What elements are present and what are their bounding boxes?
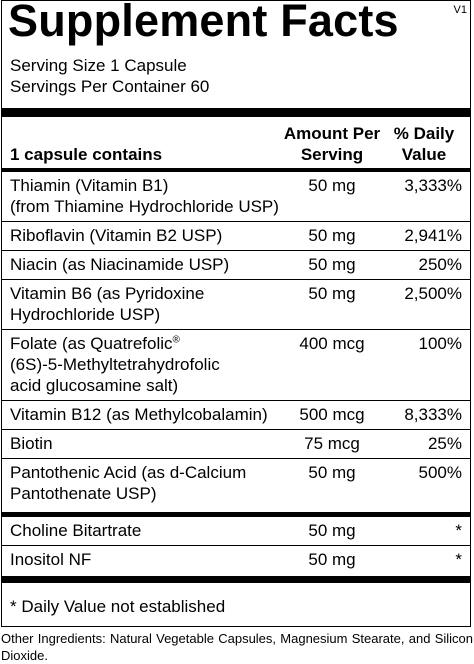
amount: 50 mg: [308, 284, 356, 303]
daily-value: 500%: [418, 463, 462, 482]
amount: 50 mg: [308, 176, 356, 195]
label-header: 1 capsule contains: [10, 145, 163, 164]
name-line: Thiamin (Vitamin B1): [10, 176, 169, 195]
name-line: Riboflavin (Vitamin B2 USP): [10, 226, 223, 245]
daily-value: 250%: [418, 255, 462, 274]
amount: 50 mg: [308, 550, 356, 569]
header-line: Value: [401, 145, 447, 164]
nutrient-row: Thiamin (Vitamin B1) (from Thiamine Hydro…: [2, 172, 470, 222]
nutrient-row: Vitamin B12 (as Methylcobalamin) 500 mcg 8…: [2, 401, 470, 430]
name-line: acid glucosamine salt): [10, 376, 179, 395]
nutrient-row: Biotin 75 mcg 25%: [2, 430, 470, 459]
name-line: Choline Bitartrate: [10, 521, 142, 540]
superscript: ®: [172, 334, 180, 346]
supplement-facts-panel: Supplement Facts V1 Serving Size 1 Capsu…: [1, 0, 471, 627]
nutrient-row: Niacin (as Niacinamide USP) 50 mg 250%: [2, 251, 470, 280]
nutrient-row: Folate (as Quatrefolic® (6S)-5-Methyltetr…: [2, 330, 470, 401]
amount: 75 mcg: [304, 434, 360, 453]
nutrient-name: Niacin (as Niacinamide USP): [10, 254, 470, 275]
name-line: Biotin: [10, 434, 53, 453]
title: Supplement Facts: [8, 0, 399, 46]
amount: 50 mg: [308, 463, 356, 482]
name-line: Niacin (as Niacinamide USP): [10, 255, 230, 274]
header-line: Amount Per: [283, 124, 381, 143]
thick-rule: [2, 512, 470, 517]
nutrient-name: Vitamin B6 (as Pyridoxine Hydrochloride U…: [10, 283, 470, 325]
name-line: Folate (as Quatrefolic®: [10, 334, 180, 353]
name-line: Inositol NF: [10, 550, 92, 569]
name-line: Vitamin B12 (as Methylcobalamin): [10, 405, 268, 424]
daily-value: 3,333%: [404, 176, 462, 195]
name-line: Vitamin B6 (as Pyridoxine: [10, 284, 205, 303]
daily-value: *: [455, 521, 462, 540]
daily-value: 100%: [418, 334, 462, 353]
amount: 400 mcg: [299, 334, 365, 353]
amount-header: Amount Per Serving: [272, 123, 392, 165]
medium-rule: [2, 168, 470, 172]
nutrient-name: Thiamin (Vitamin B1) (from Thiamine Hydro…: [10, 175, 470, 217]
footnote: * Daily Value not established: [10, 597, 226, 616]
name-line: (from Thiamine Hydrochloride USP): [10, 197, 279, 216]
nutrient-name: Vitamin B12 (as Methylcobalamin): [10, 404, 470, 425]
serving-size: Serving Size 1 Capsule: [10, 56, 187, 75]
nutrient-name: Pantothenic Acid (as d-Calcium Pantothena…: [10, 462, 470, 504]
other-ingredients: Other Ingredients: Natural Vegetable Cap…: [1, 631, 473, 663]
nutrient-name: Riboflavin (Vitamin B2 USP): [10, 225, 470, 246]
nutrient-rows: Thiamin (Vitamin B1) (from Thiamine Hydro…: [2, 172, 470, 583]
daily-value: 25%: [427, 434, 462, 453]
nutrient-name: Choline Bitartrate: [10, 520, 470, 541]
nutrient-name: Biotin: [10, 433, 470, 454]
nutrient-row: Choline Bitartrate 50 mg *: [2, 517, 470, 546]
header-line: Serving: [300, 145, 364, 164]
header-line: % Daily: [393, 124, 455, 143]
servings-per-container: Servings Per Container 60: [10, 77, 210, 96]
name-line: Pantothenate USP): [10, 484, 157, 503]
nutrient-name: Folate (as Quatrefolic® (6S)-5-Methyltetr…: [10, 333, 470, 396]
nutrient-row: Riboflavin (Vitamin B2 USP) 50 mg 2,941%: [2, 222, 470, 251]
nutrient-row: Vitamin B6 (as Pyridoxine Hydrochloride U…: [2, 280, 470, 330]
nutrient-row: Inositol NF 50 mg *: [2, 546, 470, 574]
amount: 50 mg: [308, 226, 356, 245]
daily-value: *: [455, 550, 462, 569]
amount: 50 mg: [308, 521, 356, 540]
daily-value: 8,333%: [404, 405, 462, 424]
daily-value: 2,500%: [404, 284, 462, 303]
daily-value-header: % Daily Value: [384, 123, 464, 165]
nutrient-name: Inositol NF: [10, 549, 470, 570]
amount: 50 mg: [308, 255, 356, 274]
name-line: (6S)-5-Methyltetrahydrofolic: [10, 355, 220, 374]
daily-value: 2,941%: [404, 226, 462, 245]
version: V1: [453, 4, 467, 16]
amount: 500 mcg: [299, 405, 365, 424]
name-line: Pantothenic Acid (as d-Calcium: [10, 463, 247, 482]
name-line: Hydrochloride USP): [10, 305, 161, 324]
thick-rule: [2, 108, 470, 117]
nutrient-row: Pantothenic Acid (as d-Calcium Pantothena…: [2, 459, 470, 508]
thick-rule: [2, 576, 470, 583]
